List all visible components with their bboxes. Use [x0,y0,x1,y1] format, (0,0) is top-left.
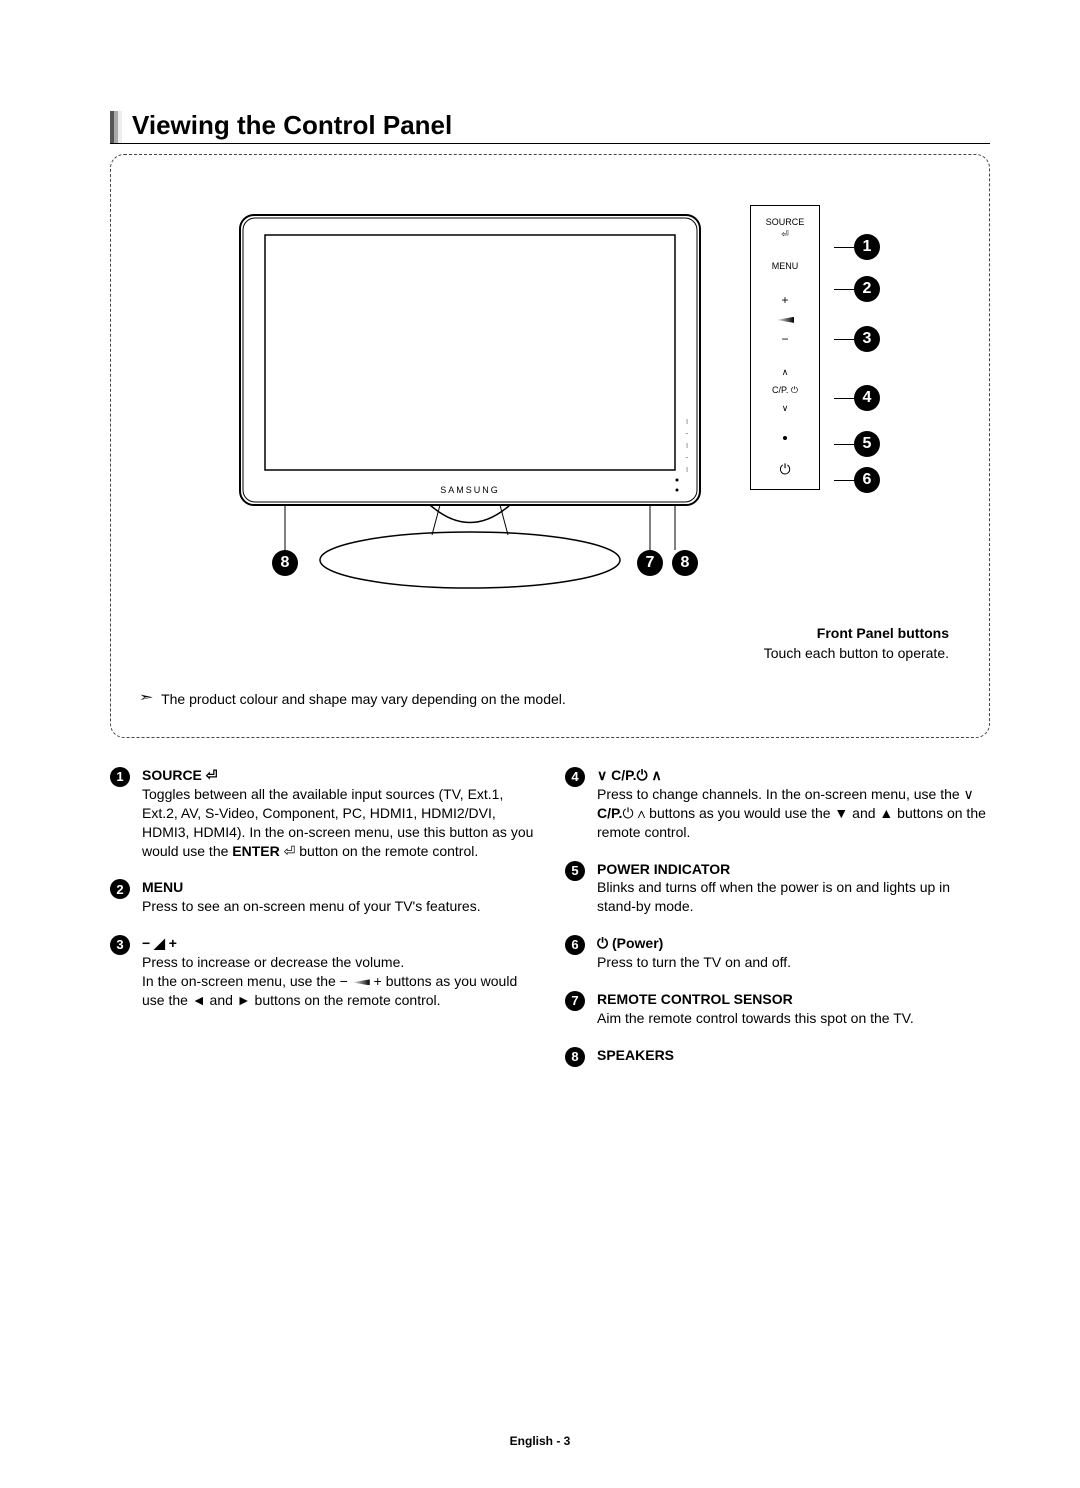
item-text: Aim the remote control towards this spot… [597,1009,914,1028]
panel-volume: + − [776,294,794,346]
callout-5: 5 [854,431,880,457]
item-body: SOURCE ⏎Toggles between all the availabl… [142,766,535,860]
left-column: 1 SOURCE ⏎Toggles between all the availab… [110,766,535,1085]
panel-power: ⏻ [779,462,790,477]
item-number: 7 [565,991,585,1011]
chevron-up-icon: ∧ [782,368,789,378]
page-title: Viewing the Control Panel [132,110,452,141]
item-head: ∨ C/P.⏻ ∧ [597,766,990,785]
item-head: POWER INDICATOR [597,860,990,879]
description-item: 5 POWER INDICATORBlinks and turns off whe… [565,860,990,917]
callout-8-right: 8 [672,550,698,576]
callout-1: 1 [854,234,880,260]
panel-minus: − [781,333,788,346]
chevron-down-icon: ∨ [782,404,789,414]
item-number: 8 [565,1047,585,1067]
item-body: REMOTE CONTROL SENSORAim the remote cont… [597,990,914,1028]
item-head: MENU [142,878,481,897]
item-head: SPEAKERS [597,1046,674,1065]
item-text: Blinks and turns off when the power is o… [597,878,990,916]
description-item: 7 REMOTE CONTROL SENSORAim the remote con… [565,990,990,1028]
description-item: 2 MENUPress to see an on-screen menu of y… [110,878,535,916]
diagram-area: SAMSUNG | − | − | [141,205,959,605]
description-item: 8 SPEAKERS [565,1046,990,1067]
item-body: POWER INDICATORBlinks and turns off when… [597,860,990,917]
panel-callouts: 1 2 3 4 5 6 [834,205,880,499]
panel-box: SOURCE ⏎ MENU + − ∧ C/P. ⏻ ∨ [750,205,820,490]
diagram-box: SAMSUNG | − | − | [110,154,990,738]
item-number: 3 [110,935,130,955]
callout-7: 7 [637,550,663,576]
front-panel-desc: Touch each button to operate. [764,645,949,661]
panel-menu-label: MENU [772,262,799,272]
panel-cp-label: C/P. ⏻ [772,386,798,396]
item-head: − ◢ + [142,934,535,953]
front-panel-title: Front Panel buttons [739,625,949,641]
item-text: In the on-screen menu, use the − + butto… [142,972,535,1010]
panel-source-label: SOURCE [766,218,805,228]
panel-channel: ∧ C/P. ⏻ ∨ [772,368,798,414]
title-bar: Viewing the Control Panel [110,110,990,144]
svg-text:−: − [686,431,689,437]
description-item: 1 SOURCE ⏎Toggles between all the availab… [110,766,535,860]
front-panel-caption: Front Panel buttons Touch each button to… [739,625,959,661]
enter-icon: ⏎ [781,230,789,240]
svg-text:|: | [686,443,687,449]
description-item: 4 ∨ C/P.⏻ ∧Press to change channels. In t… [565,766,990,842]
item-head: REMOTE CONTROL SENSOR [597,990,914,1009]
power-icon: ⏻ [779,462,790,477]
item-text: Press to turn the TV on and off. [597,953,791,972]
indicator-dot-icon [783,436,787,440]
panel-assembly: SOURCE ⏎ MENU + − ∧ C/P. ⏻ ∨ [750,205,880,499]
note-text: The product colour and shape may vary de… [161,691,566,707]
item-body: SPEAKERS [597,1046,674,1067]
item-head: ⏻ (Power) [597,934,791,953]
description-columns: 1 SOURCE ⏎Toggles between all the availab… [110,766,990,1085]
description-item: 3 − ◢ +Press to increase or decrease the … [110,934,535,1010]
callout-4: 4 [854,385,880,411]
item-body: MENUPress to see an on-screen menu of yo… [142,878,481,916]
page-footer: English - 3 [0,1434,1080,1448]
callout-8-left: 8 [272,550,298,576]
item-number: 6 [565,935,585,955]
item-text: Press to see an on-screen menu of your T… [142,897,481,916]
brand-text: SAMSUNG [440,485,500,495]
volume-wedge-icon [776,317,794,323]
callout-6: 6 [854,467,880,493]
svg-text:−: − [686,455,689,461]
item-text: Toggles between all the available input … [142,785,535,861]
svg-text:|: | [686,419,687,425]
callout-3: 3 [854,326,880,352]
description-item: 6 ⏻ (Power)Press to turn the TV on and of… [565,934,990,972]
item-body: ⏻ (Power)Press to turn the TV on and off… [597,934,791,972]
item-body: − ◢ +Press to increase or decrease the v… [142,934,535,1010]
title-accent [110,111,122,143]
callout-2: 2 [854,276,880,302]
tv-svg: SAMSUNG | − | − | [220,205,720,605]
item-number: 5 [565,861,585,881]
item-body: ∨ C/P.⏻ ∧Press to change channels. In th… [597,766,990,842]
item-text: Press to increase or decrease the volume… [142,953,535,972]
panel-plus: + [781,294,788,307]
item-text: Press to change channels. In the on-scre… [597,785,990,842]
item-number: 2 [110,879,130,899]
svg-text:|: | [686,467,687,473]
item-number: 4 [565,767,585,787]
diagram-note: ➣ The product colour and shape may vary … [141,691,959,707]
panel-source: SOURCE ⏎ [766,218,805,240]
panel-indicator [783,436,787,440]
note-icon: ➣ [138,691,153,703]
panel-menu: MENU [772,262,799,272]
tv-illustration: SAMSUNG | − | − | [220,205,720,605]
item-number: 1 [110,767,130,787]
item-head: SOURCE ⏎ [142,766,535,785]
right-column: 4 ∨ C/P.⏻ ∧Press to change channels. In t… [565,766,990,1085]
